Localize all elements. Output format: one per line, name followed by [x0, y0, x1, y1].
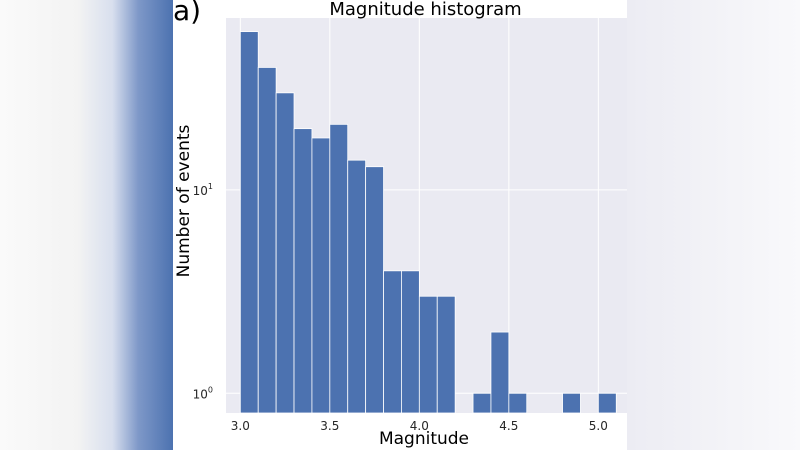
- background-left: [0, 0, 173, 450]
- x-tick-label: 4.0: [410, 419, 429, 433]
- panel-label: a): [173, 0, 202, 27]
- histogram-bar: [401, 270, 420, 414]
- chart-title: Magnitude histogram: [329, 0, 521, 20]
- background-right: [627, 0, 800, 450]
- bars: [239, 31, 617, 414]
- histogram-bar: [490, 331, 510, 414]
- histogram-bar: [383, 270, 402, 414]
- histogram-bar: [418, 295, 438, 414]
- x-axis-ticks: 3.0 3.5 4.0 4.5 5.0: [231, 419, 608, 433]
- x-axis-title: Magnitude: [379, 429, 469, 449]
- y-axis-ticks: 100 101: [193, 182, 213, 401]
- histogram-bar: [311, 137, 331, 414]
- histogram-bar: [329, 123, 349, 414]
- histogram-bar: [562, 392, 581, 414]
- histogram-bar: [365, 166, 384, 414]
- histogram-bar: [347, 159, 367, 414]
- y-tick-label: 101: [193, 182, 213, 198]
- histogram-bar: [597, 392, 617, 414]
- y-tick-label: 100: [193, 385, 213, 401]
- histogram-bar: [508, 392, 528, 414]
- histogram-bar: [275, 92, 295, 414]
- histogram-bar: [436, 295, 456, 414]
- x-tick-label: 4.5: [499, 419, 518, 433]
- x-tick-label: 3.0: [231, 419, 250, 433]
- histogram-bar: [472, 392, 492, 414]
- x-tick-label: 3.5: [320, 419, 339, 433]
- histogram-bar: [257, 67, 277, 414]
- x-tick-label: 5.0: [589, 419, 608, 433]
- histogram-bar: [239, 31, 259, 414]
- y-axis-title: Number of events: [174, 124, 194, 277]
- histogram-bar: [293, 128, 313, 414]
